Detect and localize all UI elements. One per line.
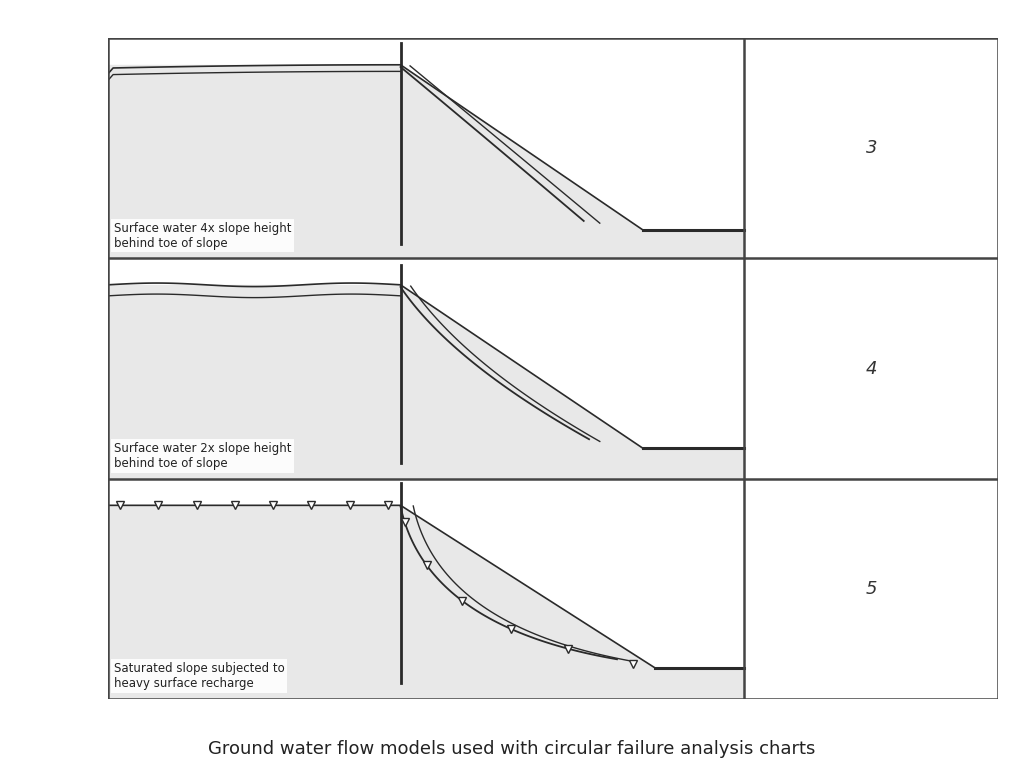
Text: Surface water 4x slope height
behind toe of slope: Surface water 4x slope height behind toe… bbox=[114, 221, 292, 250]
Text: 5: 5 bbox=[865, 580, 878, 598]
Polygon shape bbox=[108, 65, 744, 258]
Text: 4: 4 bbox=[865, 359, 878, 378]
Polygon shape bbox=[108, 285, 744, 479]
Text: 3: 3 bbox=[865, 139, 878, 157]
Text: Surface water 2x slope height
behind toe of slope: Surface water 2x slope height behind toe… bbox=[114, 442, 292, 470]
Polygon shape bbox=[108, 505, 744, 699]
Text: Ground water flow models used with circular failure analysis charts: Ground water flow models used with circu… bbox=[208, 740, 816, 758]
Text: Saturated slope subjected to
heavy surface recharge: Saturated slope subjected to heavy surfa… bbox=[114, 662, 285, 690]
